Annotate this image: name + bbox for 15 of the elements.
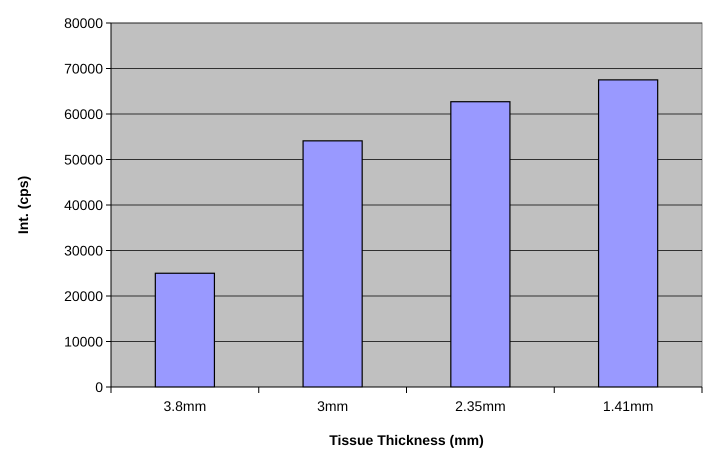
y-tick-label: 0 <box>95 378 104 395</box>
y-tick-label: 70000 <box>64 60 104 76</box>
y-tick-label: 50000 <box>64 151 104 168</box>
y-tick-label: 30000 <box>64 242 104 258</box>
y-tick-label: 40000 <box>64 196 104 213</box>
y-axis-title: Int. (cps) <box>15 176 31 234</box>
y-tick-label: 80000 <box>64 14 104 31</box>
x-tick-label: 3.8mm <box>163 398 206 414</box>
x-tick-label: 3mm <box>317 398 348 414</box>
x-tick-label: 2.35mm <box>455 398 506 414</box>
y-tick-label: 60000 <box>64 106 104 122</box>
x-tick-label: 1.41mm <box>602 398 654 414</box>
x-axis-title: Tissue Thickness (mm) <box>329 432 484 448</box>
y-tick-label: 10000 <box>64 333 104 350</box>
y-tick-label: 20000 <box>64 288 104 304</box>
